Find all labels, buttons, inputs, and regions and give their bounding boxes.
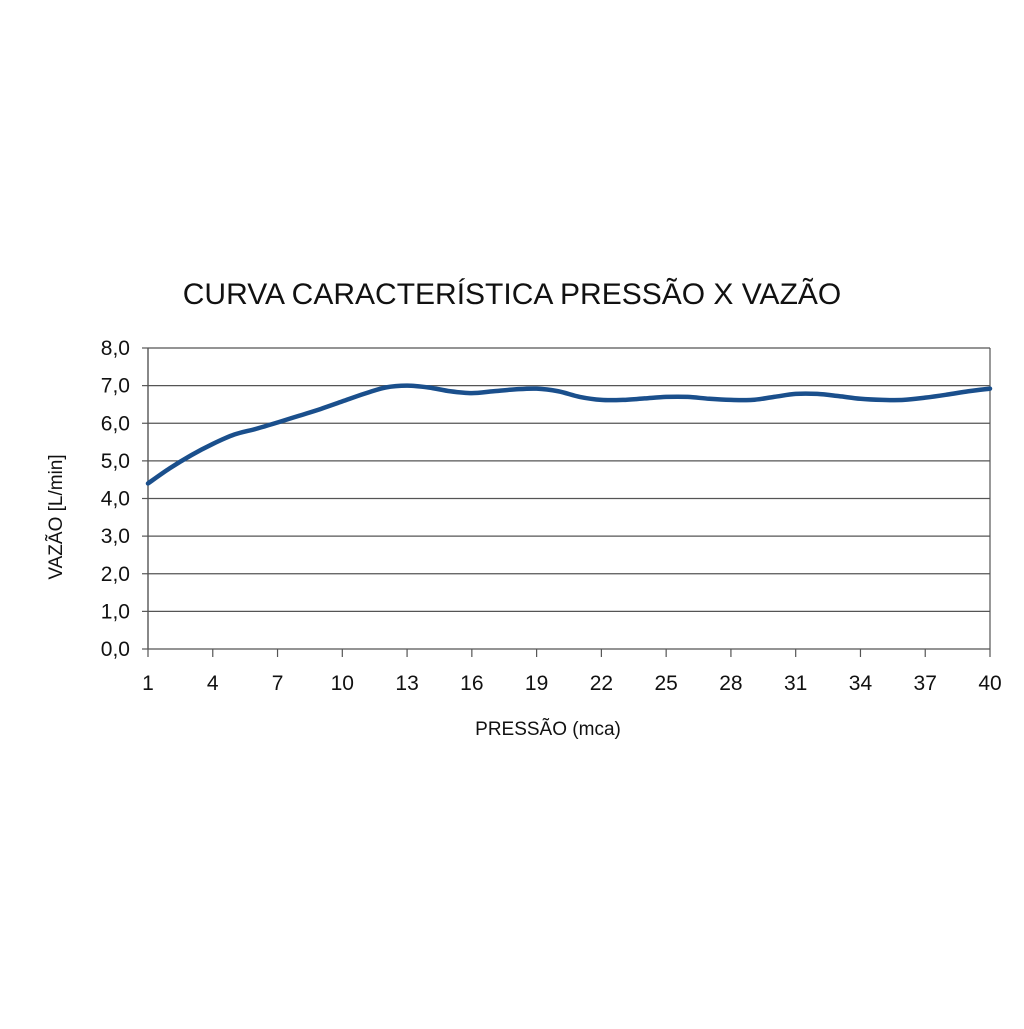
- x-tick-label: 1: [142, 672, 154, 695]
- x-tick-label: 22: [590, 672, 613, 695]
- x-tick-label: 37: [914, 672, 937, 695]
- x-tick-label: 16: [460, 672, 483, 695]
- y-axis-title: VAZÃO [L/min]: [45, 454, 67, 579]
- y-tick-label: 3,0: [101, 525, 130, 548]
- x-tick-label: 19: [525, 672, 548, 695]
- y-tick-label: 4,0: [101, 488, 130, 511]
- x-tick-label: 31: [784, 672, 807, 695]
- y-tick-label: 5,0: [101, 450, 130, 473]
- y-tick-label: 7,0: [101, 375, 130, 398]
- x-tick-label: 25: [654, 672, 677, 695]
- x-tick-label: 28: [719, 672, 742, 695]
- x-tick-labels: 1 4 7 10 13 16 19 22 25 28 31 34 37 40: [142, 672, 1002, 695]
- chart-title: CURVA CARACTERÍSTICA PRESSÃO X VAZÃO: [183, 277, 842, 311]
- y-tick-labels: 0,0 1,0 2,0 3,0 4,0 5,0 6,0 7,0 8,0: [101, 337, 130, 661]
- y-tick-label: 1,0: [101, 600, 130, 623]
- series-line: [148, 386, 990, 484]
- x-tick-label: 40: [978, 672, 1001, 695]
- x-tick-label: 7: [272, 672, 284, 695]
- x-axis-title: PRESSÃO (mca): [475, 718, 621, 740]
- y-tick-label: 6,0: [101, 412, 130, 435]
- x-tick-label: 4: [207, 672, 219, 695]
- y-tick-label: 8,0: [101, 337, 130, 360]
- y-tick-label: 0,0: [101, 638, 130, 661]
- x-tick-label: 10: [331, 672, 354, 695]
- series: [148, 386, 990, 484]
- y-tick-label: 2,0: [101, 563, 130, 586]
- x-tick-label: 34: [849, 672, 873, 695]
- x-tick-label: 13: [395, 672, 418, 695]
